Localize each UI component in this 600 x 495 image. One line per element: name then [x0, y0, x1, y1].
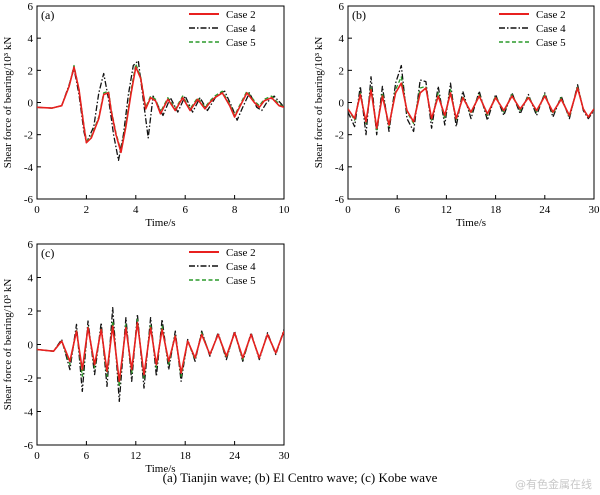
panel-label: (a) [41, 8, 54, 22]
x-tick-label: 0 [34, 450, 40, 462]
x-tick-label: 18 [180, 450, 192, 462]
y-tick-label: 6 [28, 240, 34, 251]
series-line-case-2 [37, 66, 284, 154]
y-tick-label: 6 [28, 1, 34, 13]
x-axis-label: Time/s [456, 217, 486, 229]
x-tick-label: 12 [130, 450, 141, 462]
series-line-case-4 [37, 307, 284, 403]
y-tick-label: -2 [335, 130, 344, 142]
y-tick-label: 0 [28, 340, 34, 352]
legend-label: Case 5 [226, 37, 256, 49]
series-line-case-2 [37, 321, 284, 383]
panel-label: (c) [41, 246, 54, 260]
y-tick-label: -4 [24, 162, 34, 174]
figure-caption: (a) Tianjin wave; (b) El Centro wave; (c… [162, 470, 438, 485]
series-line-case-5 [37, 63, 284, 152]
x-axis-label: Time/s [145, 463, 175, 475]
panel-label: (b) [352, 8, 366, 22]
y-axis-label: Shear force of bearing/10³ kN [2, 279, 14, 411]
x-tick-label: 30 [279, 450, 291, 462]
y-tick-label: -2 [24, 373, 33, 385]
y-tick-label: -6 [24, 440, 34, 452]
y-tick-label: 6 [339, 1, 345, 13]
y-tick-label: 0 [28, 98, 34, 110]
y-tick-label: 0 [339, 98, 345, 110]
x-tick-label: 6 [84, 450, 90, 462]
y-axis-label: Shear force of bearing/10³ kN [2, 37, 14, 169]
chart-panel-0: 0 2 4 6 8 10 -6 -4 -2 0 2 4 6 Time/s Shear force of be… [2, 1, 291, 229]
x-tick-label: 24 [539, 204, 551, 216]
y-tick-label: 4 [28, 33, 34, 45]
x-tick-label: 8 [232, 204, 238, 216]
legend-label: Case 2 [536, 9, 566, 21]
legend-label: Case 4 [226, 261, 256, 273]
legend-label: Case 5 [226, 275, 256, 287]
legend-label: Case 4 [536, 23, 566, 35]
x-tick-label: 6 [182, 204, 188, 216]
y-axis-label: Shear force of bearing/10³ kN [313, 37, 325, 169]
x-tick-label: 10 [279, 204, 291, 216]
x-tick-label: 0 [345, 204, 351, 216]
x-tick-label: 30 [589, 204, 600, 216]
y-tick-label: 4 [339, 33, 345, 45]
y-tick-label: -4 [24, 407, 34, 419]
y-tick-label: -6 [335, 194, 345, 206]
series-line-case-2 [348, 82, 594, 129]
legend-label: Case 2 [226, 247, 256, 259]
legend-label: Case 2 [226, 9, 256, 21]
x-tick-label: 2 [84, 204, 90, 216]
x-tick-label: 12 [441, 204, 452, 216]
x-tick-label: 4 [133, 204, 139, 216]
y-tick-label: 2 [339, 65, 345, 77]
x-tick-label: 24 [229, 450, 241, 462]
y-tick-label: -6 [24, 194, 34, 206]
y-tick-label: -2 [24, 130, 33, 142]
x-tick-label: 6 [394, 204, 400, 216]
x-axis-label: Time/s [145, 217, 175, 229]
y-tick-label: 2 [28, 65, 34, 77]
y-tick-label: 2 [28, 306, 34, 318]
y-tick-label: 4 [28, 273, 34, 285]
watermark: @有色金属在线 [515, 478, 592, 491]
legend-label: Case 5 [536, 37, 566, 49]
legend-label: Case 4 [226, 23, 256, 35]
y-tick-label: -4 [335, 162, 345, 174]
series-line-case-4 [348, 64, 594, 136]
x-tick-label: 18 [490, 204, 502, 216]
x-tick-label: 0 [34, 204, 40, 216]
